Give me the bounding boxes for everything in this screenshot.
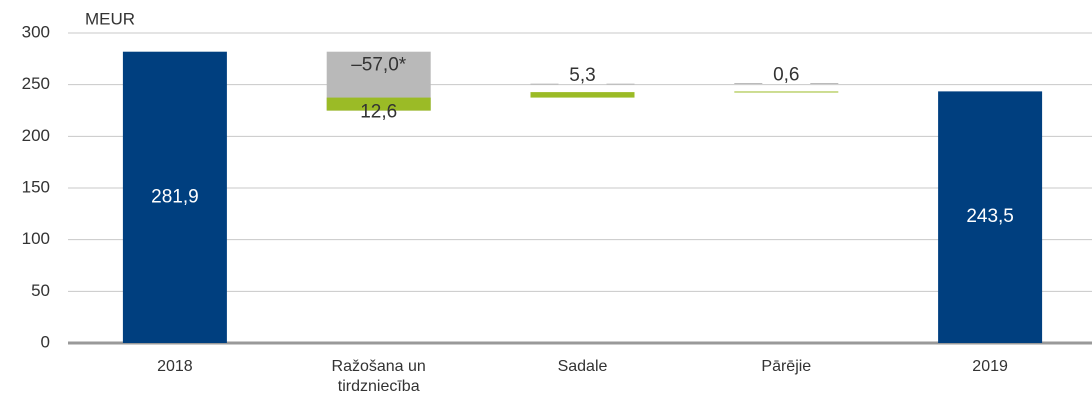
x-tick-label: 2018 [157,358,193,375]
value-label: 243,5 [966,206,1014,227]
value-label: 12,6 [360,102,397,123]
y-tick-label: 200 [22,126,50,145]
value-label: 281,9 [151,186,199,207]
x-tick-label: 2019 [972,358,1008,375]
y-tick-label: 0 [41,332,50,351]
x-tick-label: Ražošana un tirdzniecība [331,358,426,395]
x-tick-label: Sadale [557,358,608,375]
y-tick-label: 50 [31,281,50,300]
value-label: –57,0* [351,55,407,76]
bar [326,97,431,111]
bar [938,91,1043,343]
y-tick-label: 250 [22,74,50,93]
value-label: 5,3 [569,65,595,86]
bar [530,92,635,98]
y-tick-label: 100 [22,229,50,248]
x-tick-label: Pārējie [761,358,812,375]
y-axis-label: MEUR [85,9,135,28]
y-tick-label: 300 [22,22,50,41]
bar [734,91,839,93]
value-label: 0,6 [773,65,799,86]
bar [122,51,227,343]
y-tick-label: 150 [22,177,50,196]
